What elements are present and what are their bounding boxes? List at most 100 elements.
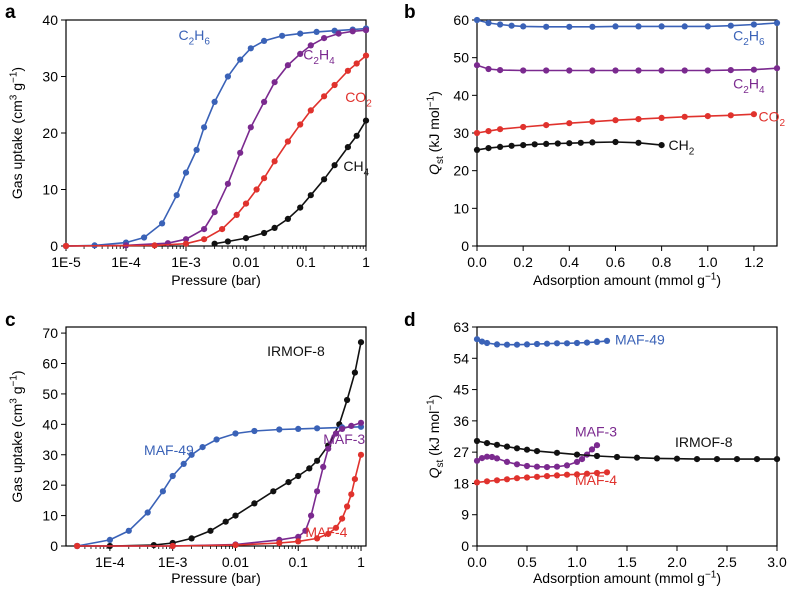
data-point-a-c2h4-4 (201, 226, 208, 233)
data-point-b-c2h6-15 (773, 19, 781, 27)
y-axis-label-d-part-4: ) (426, 395, 442, 400)
data-point-a-co2-4 (219, 226, 226, 233)
series-label-c-maf-3: MAF-3 (323, 431, 365, 447)
data-point-d-irmof-8-18 (773, 456, 781, 463)
data-point-a-c2h4-3 (182, 236, 190, 243)
x-axis-label-d-part-1: −1 (705, 570, 717, 581)
data-point-c-maf-49-9 (213, 436, 220, 443)
x-axis-label-d-part-2: ) (716, 570, 721, 586)
data-point-b-c2h4-6 (589, 67, 596, 74)
data-point-c-irmof-8-13 (314, 457, 321, 464)
series-label-a-c2h6-part-0: C (179, 27, 189, 43)
data-point-a-c2h6-9 (211, 98, 218, 105)
x-tick-label-d-1: 0.5 (517, 554, 537, 570)
y-axis-label-a-part-1: 3 (8, 94, 19, 100)
data-point-c-maf-49-2 (125, 527, 132, 534)
series-line-b-c2h6 (476, 19, 778, 28)
data-point-a-co2-9 (271, 158, 278, 165)
x-tick-label-b-4: 0.8 (652, 254, 672, 270)
x-tick-label-c-1: 1E-3 (158, 554, 188, 570)
y-tick-label-b-6: 60 (453, 12, 469, 28)
data-point-d-irmof-8-1 (483, 440, 491, 447)
series-line-b-co2 (476, 113, 754, 134)
y-axis-label-d-part-3: −1 (425, 399, 436, 411)
data-point-b-c2h4-11 (704, 67, 711, 74)
data-point-a-ch4-4 (271, 224, 278, 231)
data-point-a-co2-10 (284, 138, 291, 145)
plot-frame-b (476, 19, 778, 247)
data-point-b-c2h6-2 (497, 21, 504, 28)
series-label-b-ch2-part-1: 2 (689, 146, 695, 157)
data-point-c-maf-3-6 (308, 512, 315, 519)
data-point-b-co2-0 (473, 129, 481, 137)
data-point-a-ch4-7 (307, 192, 314, 199)
x-axis-label-d-part-0: Adsorption amount (mmol g (533, 570, 705, 586)
data-point-a-c2h4-13 (307, 42, 314, 49)
data-point-c-maf-3-9 (325, 445, 332, 452)
data-point-d-maf-3-11 (563, 462, 571, 469)
data-point-b-c2h6-10 (658, 23, 665, 30)
data-point-c-maf-49-5 (169, 472, 176, 480)
data-point-d-maf-49-9 (553, 340, 561, 347)
data-point-b-co2-1 (485, 128, 492, 135)
y-axis-label-b-part-1: st (435, 156, 446, 164)
x-axis-label-d: Adsorption amount (mmol g−1) (533, 570, 721, 586)
series-label-b-co2: CO2 (759, 109, 786, 129)
data-point-b-c2h4-5 (566, 67, 573, 74)
data-point-a-ch4-12 (362, 117, 370, 124)
data-point-a-c2h4-8 (247, 124, 254, 131)
data-point-d-maf-3-7 (523, 462, 531, 470)
y-axis-label-c-part-1: 3 (8, 398, 19, 404)
series-label-b-c2h6-part-0: C (733, 28, 743, 44)
x-tick-label-b-1: 0.2 (513, 254, 533, 270)
data-point-b-c2h6-3 (508, 22, 515, 29)
data-point-c-maf-49-13 (295, 425, 302, 432)
series-label-a-c2h4-part-1: 2 (313, 56, 319, 67)
panel-letter-d: d (404, 310, 416, 331)
data-point-c-maf-4-8 (339, 515, 346, 522)
data-point-c-irmof-8-2 (150, 542, 157, 549)
data-point-a-co2-11 (297, 121, 304, 128)
data-point-d-maf-3-16 (593, 442, 601, 449)
data-point-c-irmof-8-16 (344, 396, 351, 404)
data-point-c-maf-49-11 (251, 427, 258, 435)
data-point-b-c2h6-1 (485, 19, 492, 27)
data-point-b-ch2-4 (520, 142, 527, 149)
data-point-b-ch2-0 (473, 146, 481, 153)
y-tick-label-c-2: 20 (42, 477, 58, 493)
x-tick-label-d-3: 1.5 (617, 554, 637, 570)
series-label-b-co2-part-0: CO (759, 109, 780, 125)
y-axis-label-d-part-0: Q (426, 467, 442, 478)
data-point-b-c2h4-3 (520, 67, 527, 74)
data-point-d-irmof-8-3 (503, 443, 511, 450)
data-point-c-maf-3-11 (339, 425, 346, 432)
series-label-d-maf-3: MAF-3 (575, 424, 617, 440)
data-point-b-co2-11 (704, 113, 711, 120)
data-point-c-maf-4-6 (325, 530, 332, 537)
data-point-d-maf-49-2 (483, 339, 491, 347)
x-tick-label-b-5: 1.0 (698, 254, 718, 270)
y-axis-label-b: Qst (kJ mol−1) (425, 91, 446, 175)
series-label-b-ch2-part-0: CH (669, 137, 689, 153)
data-point-d-maf-4-9 (563, 471, 571, 478)
data-point-c-maf-4-7 (332, 524, 340, 531)
data-point-c-maf-49-14 (314, 425, 321, 432)
y-axis-label-c-part-3: −1 (8, 375, 19, 387)
data-point-c-maf-3-13 (357, 419, 365, 426)
data-point-c-maf-4-4 (295, 538, 302, 545)
data-point-b-ch2-6 (543, 140, 550, 147)
data-point-a-ch4-9 (331, 162, 338, 169)
data-point-a-ch4-0 (211, 240, 218, 247)
x-tick-label-d-5: 2.5 (717, 554, 737, 570)
data-point-c-irmof-8-6 (222, 518, 229, 525)
data-point-d-irmof-8-12 (653, 455, 661, 462)
y-tick-label-d-4: 36 (453, 413, 469, 429)
series-line-a-co2 (65, 54, 367, 247)
data-point-a-ch4-3 (261, 229, 268, 237)
x-tick-label-c-3: 0.1 (289, 554, 309, 570)
data-point-d-maf-3-15 (588, 446, 596, 453)
data-point-c-maf-49-4 (159, 488, 166, 495)
panel-letter-a: a (5, 2, 16, 23)
series-label-a-ch4-part-0: CH (343, 158, 363, 174)
data-point-d-maf-49-4 (503, 341, 511, 348)
